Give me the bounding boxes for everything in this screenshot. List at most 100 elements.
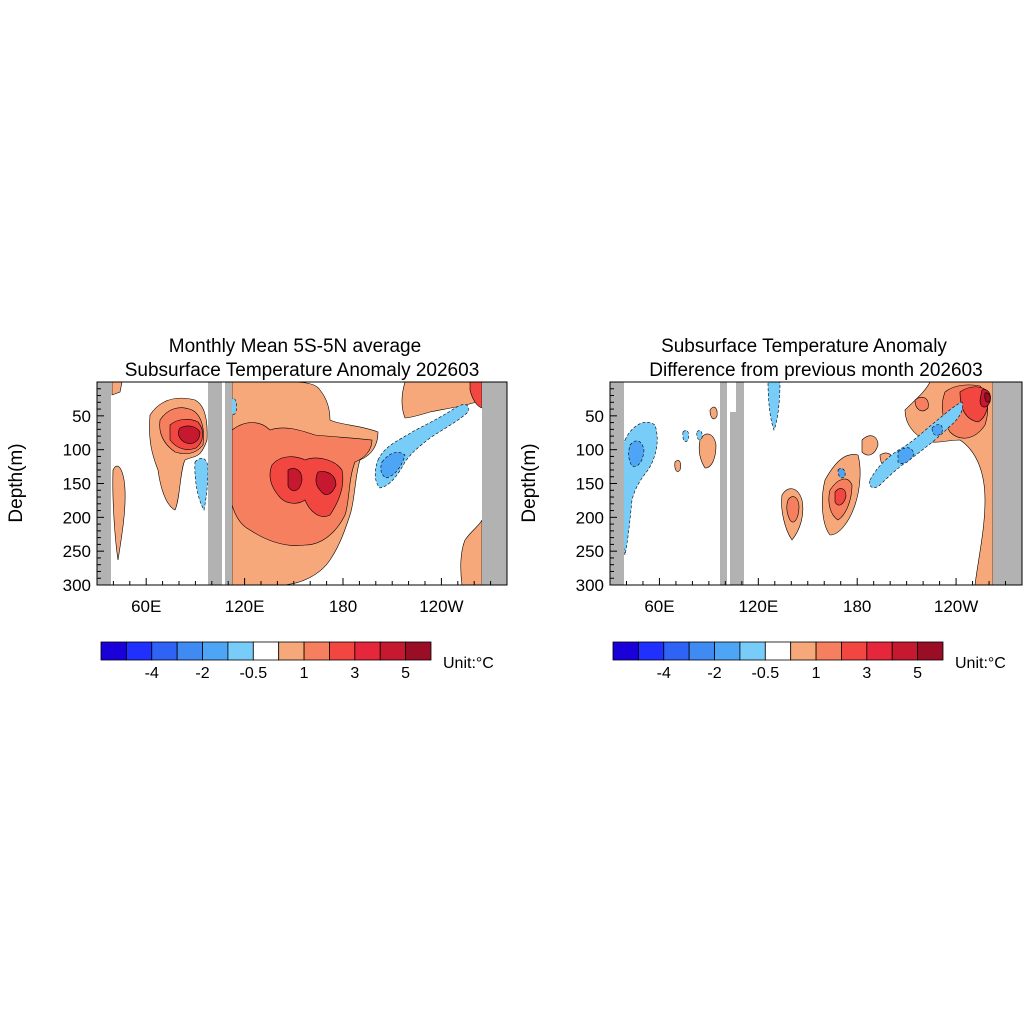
- left-cool-strong-regions: [380, 452, 406, 479]
- right-colorbar-swatch: [714, 641, 741, 661]
- right-cool-region-small-2: [696, 430, 703, 440]
- left-colorbar-label: -4: [145, 665, 159, 682]
- right-warm-region-small-1: [861, 435, 879, 456]
- left-warm-region-arabian: [112, 465, 126, 561]
- left-colorbar-swatch: [252, 641, 280, 661]
- right-cool-strong-pacific-2: [931, 424, 943, 436]
- right-y-ticks: 50 100 150 200 250 300: [576, 388, 617, 595]
- right-colorbar-swatch: [815, 641, 842, 661]
- left-colorbar-unit: Unit:°C: [443, 655, 494, 672]
- left-title-line1: Monthly Mean 5S-5N average: [169, 336, 421, 357]
- right-colorbar-swatch: [663, 641, 690, 661]
- right-cool-region-west-pacific: [767, 382, 781, 431]
- right-y-tick-label: 100: [576, 441, 604, 460]
- right-y-tick-label: 150: [576, 475, 604, 494]
- left-warm-region-westcoast: [111, 382, 123, 396]
- right-y-tick-label: 250: [576, 542, 604, 561]
- left-x-tick-label: 120E: [225, 597, 265, 616]
- right-colorbar-label: -0.5: [752, 665, 780, 682]
- right-x-tick-label: 180: [843, 597, 871, 616]
- left-colorbar-swatch: [278, 641, 305, 661]
- left-plot-area: [97, 382, 507, 585]
- right-cool-strong-small: [837, 468, 846, 479]
- left-colorbar-swatch: [100, 641, 127, 661]
- left-colorbar-swatch: [202, 641, 229, 661]
- right-warm-mid-west: [786, 496, 800, 523]
- left-y-tick-label: 300: [63, 576, 91, 595]
- left-y-tick-label: 200: [63, 508, 91, 527]
- left-warm-region-eastsurface: [401, 382, 483, 419]
- right-ylabel: Depth(m): [519, 443, 540, 522]
- left-warm-core-pacific-west: [287, 468, 303, 492]
- right-land-mask-maritime-2: [730, 412, 736, 585]
- right-colorbar-label: 5: [913, 665, 922, 682]
- left-colorbar-swatch: [329, 641, 356, 661]
- right-warm-region-indian: [698, 433, 717, 469]
- right-warm-region-small-3: [709, 406, 718, 420]
- right-colorbar-swatch: [637, 641, 665, 661]
- right-land-mask-maritime-1: [720, 382, 727, 585]
- right-colorbar-swatch: [841, 641, 868, 661]
- right-warm-extreme-regions: [984, 392, 991, 403]
- right-cool-region-small-1: [682, 430, 689, 442]
- left-colorbar-swatch: [227, 641, 254, 661]
- left-warm-core-indian: [178, 425, 201, 444]
- right-land-mask-maritime-3: [736, 382, 744, 585]
- left-colorbar-label: -2: [195, 665, 209, 682]
- left-colorbar-swatch: [379, 641, 407, 661]
- left-y-tick-label: 250: [63, 542, 91, 561]
- left-cool-strong-pacific: [380, 452, 406, 479]
- right-y-tick-label: 200: [576, 508, 604, 527]
- right-cool-strong-regions: [628, 424, 943, 479]
- left-warm-core-regions: [178, 425, 337, 495]
- right-title-line2: Difference from previous month 202603: [649, 360, 982, 381]
- left-warm-core-pacific-east: [315, 471, 337, 495]
- left-y-tick-label: 50: [72, 407, 91, 426]
- right-plot-area: [610, 382, 1022, 585]
- left-colorbar-swatch: [354, 641, 381, 661]
- left-warm-strong-east: [469, 382, 483, 409]
- left-land-mask-maritime-1: [208, 382, 222, 585]
- right-y-tick-label: 300: [576, 576, 604, 595]
- left-x-tick-label: 60E: [131, 597, 161, 616]
- right-colorbar-label: -2: [707, 665, 721, 682]
- left-land-mask-america: [482, 382, 507, 585]
- left-colorbar-swatch: [151, 641, 178, 661]
- right-title-line1: Subsurface Temperature Anomaly: [661, 336, 947, 357]
- right-colorbar-swatch: [866, 641, 893, 661]
- right-colorbar-swatch: [891, 641, 919, 661]
- right-warm-strong-central: [834, 488, 847, 506]
- left-colorbar-label: 3: [350, 665, 359, 682]
- left-ylabel: Depth(m): [6, 443, 27, 522]
- left-colorbar-label: 1: [300, 665, 309, 682]
- left-x-tick-label: 180: [329, 597, 357, 616]
- left-y-tick-label: 150: [63, 475, 91, 494]
- right-colorbar-unit: Unit:°C: [955, 655, 1006, 672]
- right-colorbar-swatch: [612, 641, 639, 661]
- left-warm-region-eastdeep: [460, 519, 483, 585]
- left-colorbar-swatch: [303, 641, 330, 661]
- left-x-ticks: 60E 120E 180 120W: [112, 578, 492, 616]
- right-warm-extreme-east: [984, 392, 991, 403]
- right-colorbar-swatch: [764, 641, 792, 661]
- right-warm-mid-small: [914, 396, 929, 412]
- right-x-tick-label: 120W: [934, 597, 978, 616]
- left-land-mask-maritime-2: [225, 382, 232, 585]
- right-x-tick-label: 120E: [738, 597, 778, 616]
- left-colorbar: -4 -2 -0.5 1 3 5: [100, 641, 432, 682]
- left-colorbar-swatch: [176, 641, 203, 661]
- left-y-tick-label: 100: [63, 441, 91, 460]
- right-y-tick-label: 50: [585, 407, 604, 426]
- right-cool-strong-pacific: [897, 447, 915, 464]
- right-colorbar-swatch: [917, 641, 944, 661]
- right-x-ticks: 60E 120E 180 120W: [625, 578, 1007, 616]
- right-colorbar-swatch: [790, 641, 817, 661]
- right-colorbar-label: -4: [657, 665, 671, 682]
- right-land-mask-america: [993, 382, 1022, 585]
- left-y-ticks: 50 100 150 200 250 300: [63, 388, 104, 595]
- right-colorbar: -4 -2 -0.5 1 3 5: [612, 641, 944, 682]
- left-colorbar-label: 5: [401, 665, 410, 682]
- left-colorbar-swatch: [405, 641, 432, 661]
- left-title-line2: Subsurface Temperature Anomaly 202603: [125, 360, 480, 381]
